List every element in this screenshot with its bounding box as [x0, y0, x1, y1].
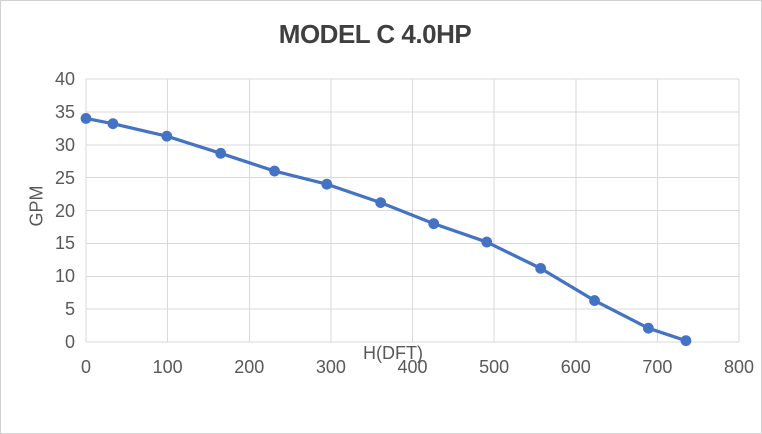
- x-tick-label: 400: [397, 357, 428, 377]
- y-tick-label: 35: [54, 101, 75, 122]
- x-tick-label: 700: [642, 357, 673, 377]
- data-point-marker: [375, 197, 387, 209]
- data-point-marker: [680, 335, 692, 347]
- y-tick-label: 10: [54, 266, 75, 287]
- data-point-marker: [321, 178, 333, 190]
- data-point-marker: [215, 147, 227, 159]
- x-tick-label: 500: [479, 357, 510, 377]
- y-tick-label: 15: [54, 233, 75, 254]
- data-point-marker: [481, 236, 493, 248]
- data-point-marker: [535, 262, 547, 274]
- data-point-marker: [80, 113, 92, 124]
- y-tick-label: 5: [64, 299, 75, 320]
- x-tick-label: 200: [234, 357, 265, 377]
- data-point-marker: [161, 130, 173, 142]
- data-series-line: [84, 116, 688, 343]
- chart-title: MODEL C 4.0HP: [278, 19, 472, 49]
- data-point-marker: [428, 218, 440, 230]
- y-tick-label: 0: [64, 332, 75, 352]
- data-point-marker: [642, 322, 654, 334]
- y-tick-label: 30: [54, 134, 75, 155]
- y-tick-label: 20: [54, 200, 75, 221]
- x-tick-label: 300: [315, 357, 346, 377]
- x-tick-label: 600: [560, 357, 591, 377]
- y-tick-label: 25: [54, 167, 75, 188]
- y-tick-label: 40: [54, 69, 75, 89]
- data-point-marker: [107, 118, 119, 130]
- x-tick-label: 0: [80, 357, 91, 377]
- x-tick-label: 100: [152, 357, 183, 377]
- x-tick-label: 800: [723, 357, 755, 377]
- data-point-marker: [269, 165, 280, 177]
- x-axis-title: H(DFT): [363, 343, 423, 363]
- data-point-marker: [589, 295, 600, 306]
